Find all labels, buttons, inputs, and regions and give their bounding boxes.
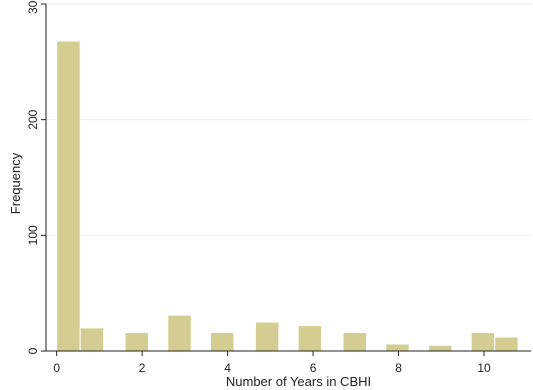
- histogram-bars: [56, 40, 519, 352]
- histogram-bar: [79, 327, 105, 352]
- x-tick-label: 2: [139, 361, 146, 375]
- y-tick-label: 0: [26, 347, 40, 354]
- x-tick-label: 8: [395, 361, 402, 375]
- y-tick-label: 300: [26, 0, 40, 14]
- histogram-bar: [56, 40, 81, 352]
- histogram-bar: [210, 331, 235, 352]
- histogram-bar: [254, 321, 280, 352]
- histogram-bar: [167, 314, 192, 352]
- histogram-bar: [470, 331, 496, 352]
- y-tick-label: 100: [26, 225, 40, 245]
- x-tick-label: 10: [477, 361, 491, 375]
- histogram-bar: [124, 331, 150, 352]
- histogram-bar: [427, 344, 453, 352]
- x-tick-label: 0: [53, 361, 60, 375]
- x-tick-label: 4: [224, 361, 231, 375]
- histogram-bar: [494, 336, 519, 352]
- histogram-bar: [342, 331, 367, 352]
- x-tick-label: 6: [310, 361, 317, 375]
- x-axis-title: Number of Years in CBHI: [226, 374, 371, 389]
- y-tick-label: 200: [26, 109, 40, 129]
- y-axis-title: Frequency: [8, 152, 23, 214]
- gridlines: [46, 3, 531, 352]
- histogram-bar: [297, 325, 323, 352]
- y-axis-ticks: 0 100 200 300: [26, 0, 46, 354]
- x-axis-ticks: 0 2 4 6 8 10: [53, 351, 491, 375]
- histogram-bar: [385, 343, 410, 352]
